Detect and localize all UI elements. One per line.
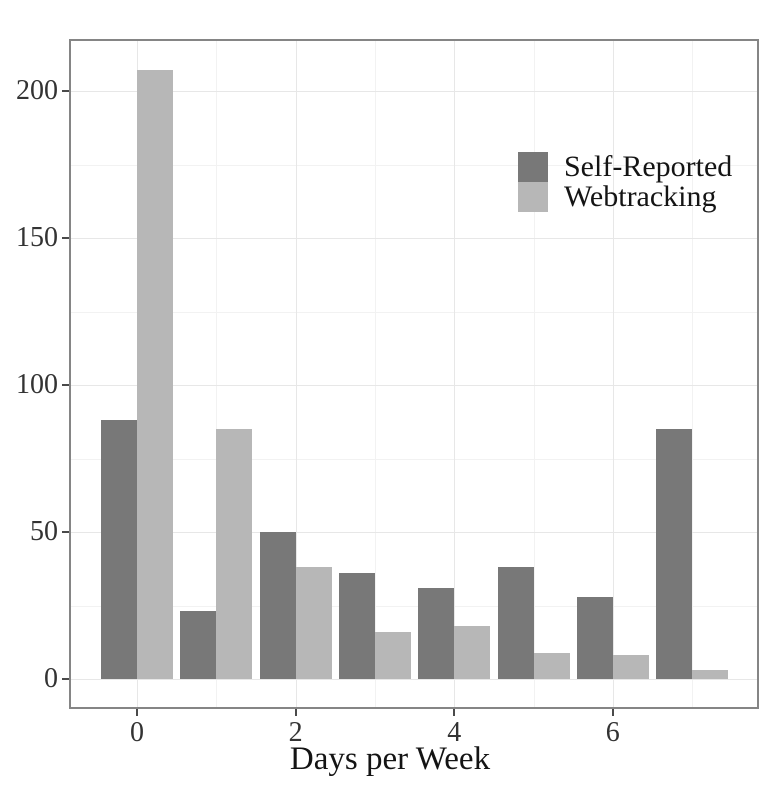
bar-self-reported-day-7 — [656, 429, 693, 679]
bar-webtracking-day-1 — [216, 429, 253, 679]
legend-label-webtracking: Webtracking — [564, 180, 717, 213]
x-axis-tick-label-2: 2 — [288, 717, 303, 748]
bar-self-reported-day-3 — [338, 573, 375, 679]
gridline-h-major-200 — [71, 91, 757, 92]
y-axis-tick-200 — [62, 90, 69, 92]
gridline-h-minor-25 — [71, 605, 757, 607]
bar-webtracking-day-3 — [374, 632, 411, 679]
y-axis-tick-label-100: 100 — [16, 369, 58, 400]
gridline-h-minor-125 — [71, 311, 757, 313]
bar-webtracking-day-0 — [137, 70, 173, 679]
bar-webtracking-day-4 — [454, 626, 491, 679]
legend-label-self-reported: Self-Reported — [564, 150, 733, 183]
gridline-v-major-4 — [454, 41, 456, 707]
plot-panel — [69, 39, 759, 709]
x-axis-tick-label-4: 4 — [447, 717, 462, 748]
bar-webtracking-day-7 — [692, 670, 729, 679]
gridline-v-minor-7 — [692, 41, 694, 707]
y-axis-tick-50 — [62, 531, 69, 533]
legend-item-self-reported: Self-Reported — [518, 152, 732, 182]
gridline-v-major-6 — [612, 41, 614, 707]
gridline-v-major-2 — [295, 41, 297, 707]
y-axis-tick-150 — [62, 237, 69, 239]
bar-self-reported-day-0 — [101, 420, 137, 679]
legend-item-webtracking: Webtracking — [518, 182, 732, 212]
gridline-h-minor-75 — [71, 458, 757, 460]
y-axis-tick-100 — [62, 384, 69, 386]
bar-self-reported-day-4 — [418, 588, 455, 679]
x-axis-title: Days per Week — [289, 741, 491, 777]
legend-swatch-webtracking — [518, 182, 548, 212]
gridline-h-minor-175 — [71, 164, 757, 166]
bar-self-reported-day-2 — [259, 532, 296, 679]
bar-webtracking-day-2 — [295, 567, 332, 679]
legend-swatch-self-reported — [518, 152, 548, 182]
gridline-h-major-150 — [71, 238, 757, 239]
bar-self-reported-day-1 — [180, 611, 217, 679]
x-axis-tick-label-6: 6 — [605, 717, 620, 748]
gridline-h-major-50 — [71, 532, 757, 533]
bar-webtracking-day-5 — [533, 653, 570, 679]
bar-self-reported-day-6 — [576, 597, 613, 679]
gridline-v-minor-5 — [533, 41, 535, 707]
gridline-v-minor-1 — [216, 41, 218, 707]
x-axis-tick-2 — [294, 709, 297, 716]
gridline-h-major-0 — [71, 679, 757, 680]
legend: Self-Reported Webtracking — [518, 152, 732, 212]
x-axis-tick-label-0: 0 — [130, 717, 144, 748]
y-axis-tick-label-200: 200 — [16, 75, 58, 106]
x-axis-tick-0 — [136, 709, 138, 716]
bar-webtracking-day-6 — [612, 655, 649, 679]
x-axis-tick-4 — [453, 709, 456, 716]
gridline-v-minor-3 — [374, 41, 376, 707]
x-axis-tick-6 — [611, 709, 614, 716]
gridline-h-major-100 — [71, 385, 757, 386]
y-axis-tick-label-150: 150 — [16, 222, 58, 253]
bar-self-reported-day-5 — [497, 567, 534, 679]
y-axis-tick-label-50: 50 — [30, 516, 58, 547]
y-axis-tick-label-0: 0 — [44, 663, 58, 694]
y-axis-tick-0 — [62, 678, 69, 680]
